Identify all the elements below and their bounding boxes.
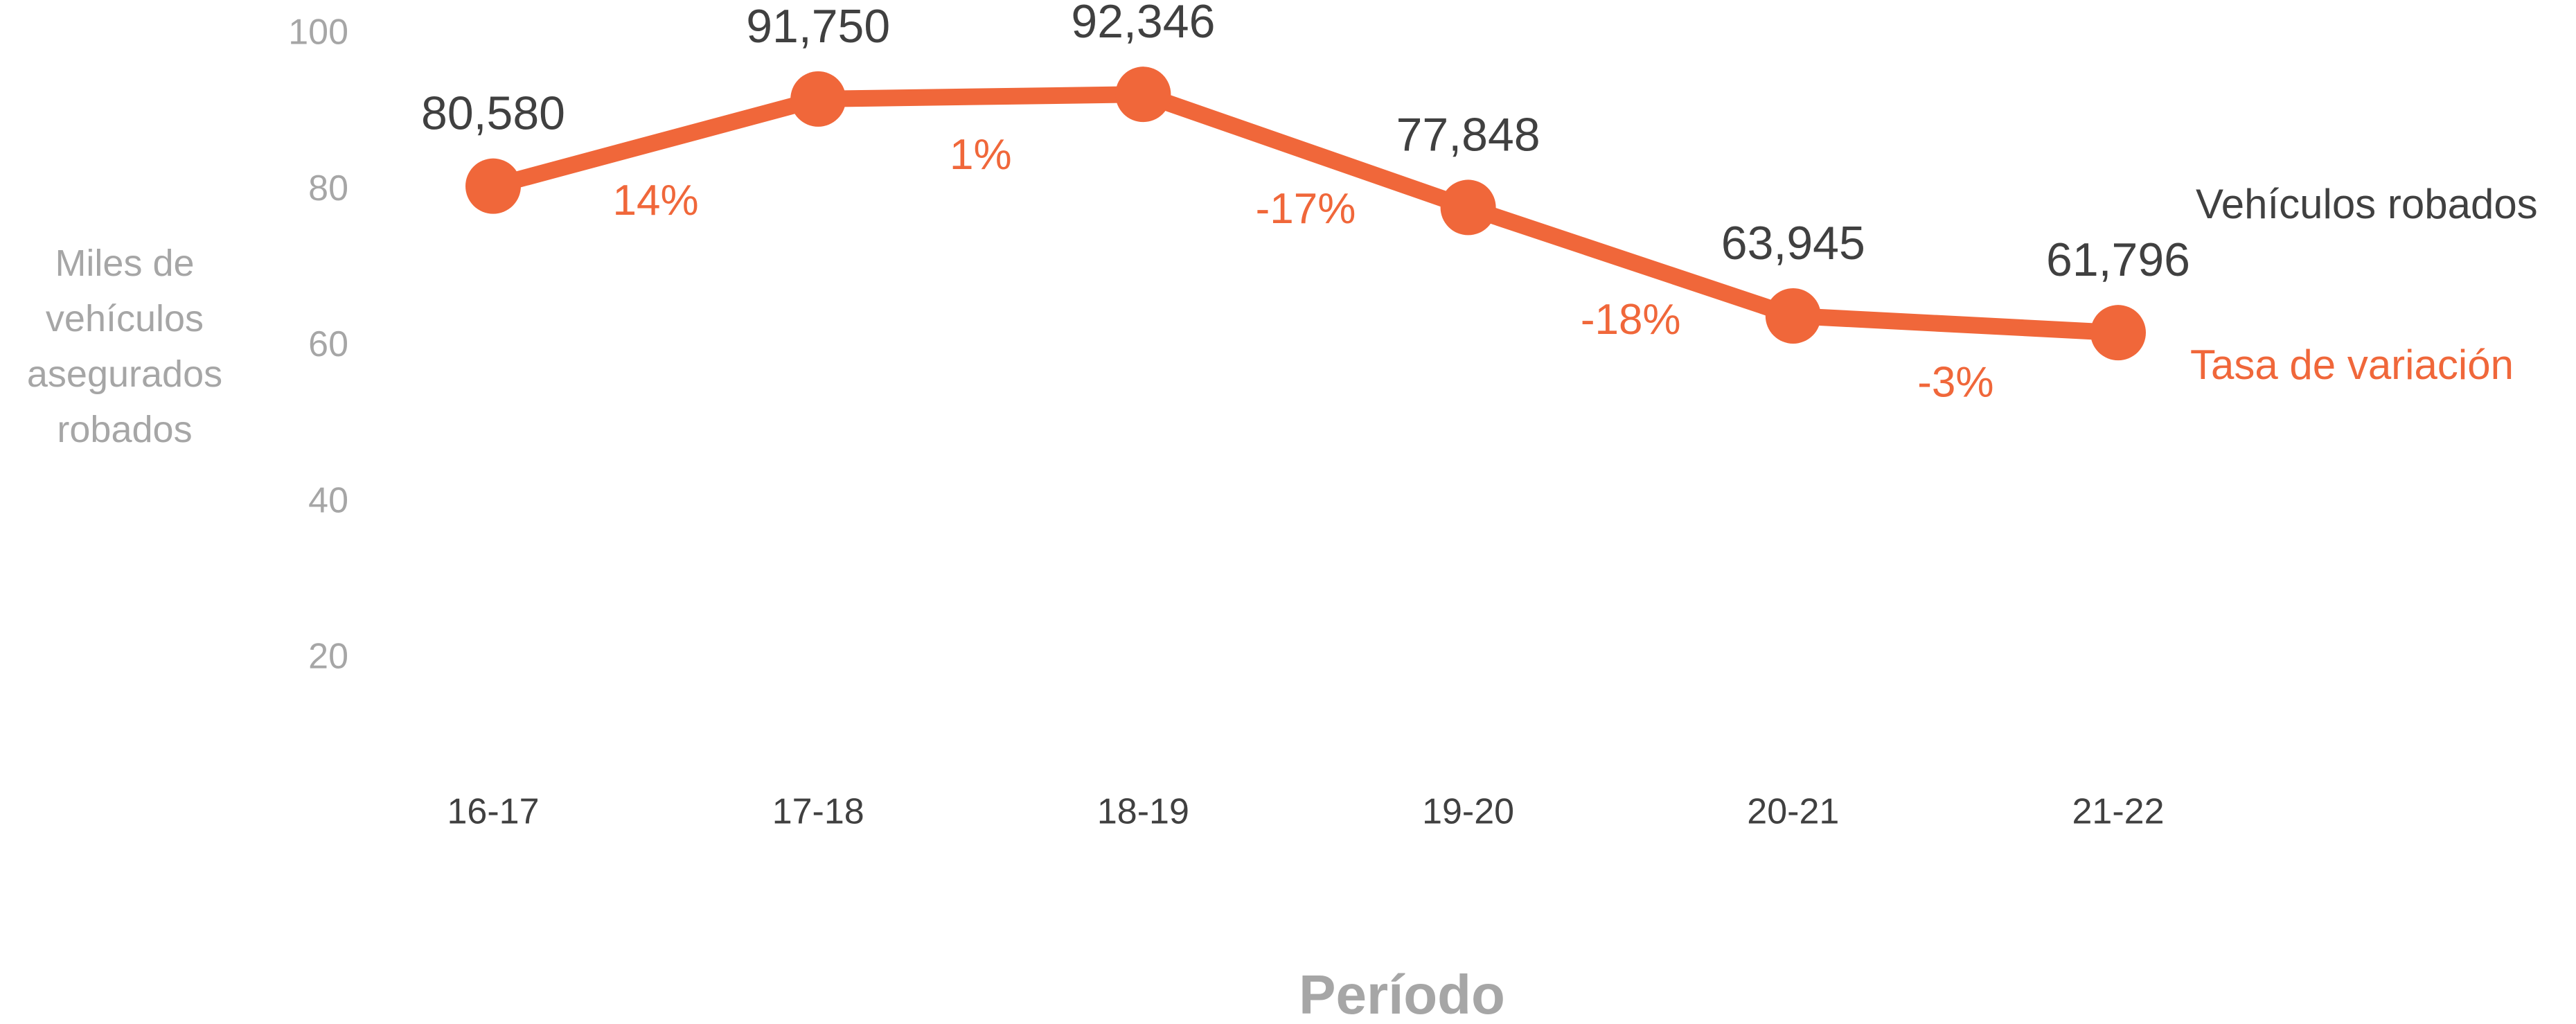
- data-point: [1115, 67, 1171, 123]
- data-point: [790, 71, 846, 127]
- rate-label: 14%: [613, 177, 699, 224]
- series-label: Vehículos robados: [2196, 181, 2538, 227]
- data-label: 80,580: [421, 87, 565, 140]
- y-tick-label: 40: [308, 480, 348, 520]
- x-tick-label: 20-21: [1747, 792, 1839, 832]
- rate-label: -18%: [1581, 296, 1681, 344]
- x-tick-label: 17-18: [772, 792, 864, 832]
- rate-label: 1%: [950, 131, 1012, 179]
- rate-label: -3%: [1917, 358, 1993, 406]
- y-tick-label: 20: [308, 637, 348, 677]
- x-tick-label: 21-22: [2072, 792, 2165, 832]
- y-tick-label: 60: [308, 324, 348, 364]
- data-point: [2090, 305, 2146, 361]
- data-point: [1440, 179, 1496, 236]
- x-tick-label: 16-17: [447, 792, 540, 832]
- y-tick-label: 100: [288, 12, 348, 53]
- data-line: [490, 86, 2119, 342]
- data-label: 92,346: [1071, 0, 1215, 48]
- x-axis-title: Período: [1299, 964, 1505, 1024]
- data-point: [1765, 288, 1821, 344]
- y-axis-title: Miles de vehículos asegurados robados: [26, 242, 223, 450]
- y-tick-label: 80: [308, 168, 348, 209]
- rate-label: -17%: [1256, 185, 1356, 233]
- data-point: [465, 158, 521, 214]
- data-label: 77,848: [1396, 108, 1540, 161]
- rate-legend: Tasa de variación: [2190, 342, 2514, 388]
- x-tick-label: 19-20: [1422, 792, 1514, 832]
- data-label: 91,750: [746, 0, 890, 53]
- data-label: 63,945: [1721, 217, 1865, 270]
- data-label: 61,796: [2046, 233, 2190, 286]
- x-tick-label: 18-19: [1097, 792, 1189, 832]
